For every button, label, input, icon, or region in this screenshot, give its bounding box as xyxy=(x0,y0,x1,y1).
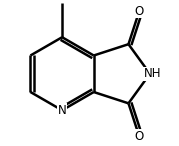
Text: NH: NH xyxy=(144,67,161,80)
Text: O: O xyxy=(135,5,144,18)
Text: O: O xyxy=(135,130,144,143)
Text: N: N xyxy=(58,104,66,117)
